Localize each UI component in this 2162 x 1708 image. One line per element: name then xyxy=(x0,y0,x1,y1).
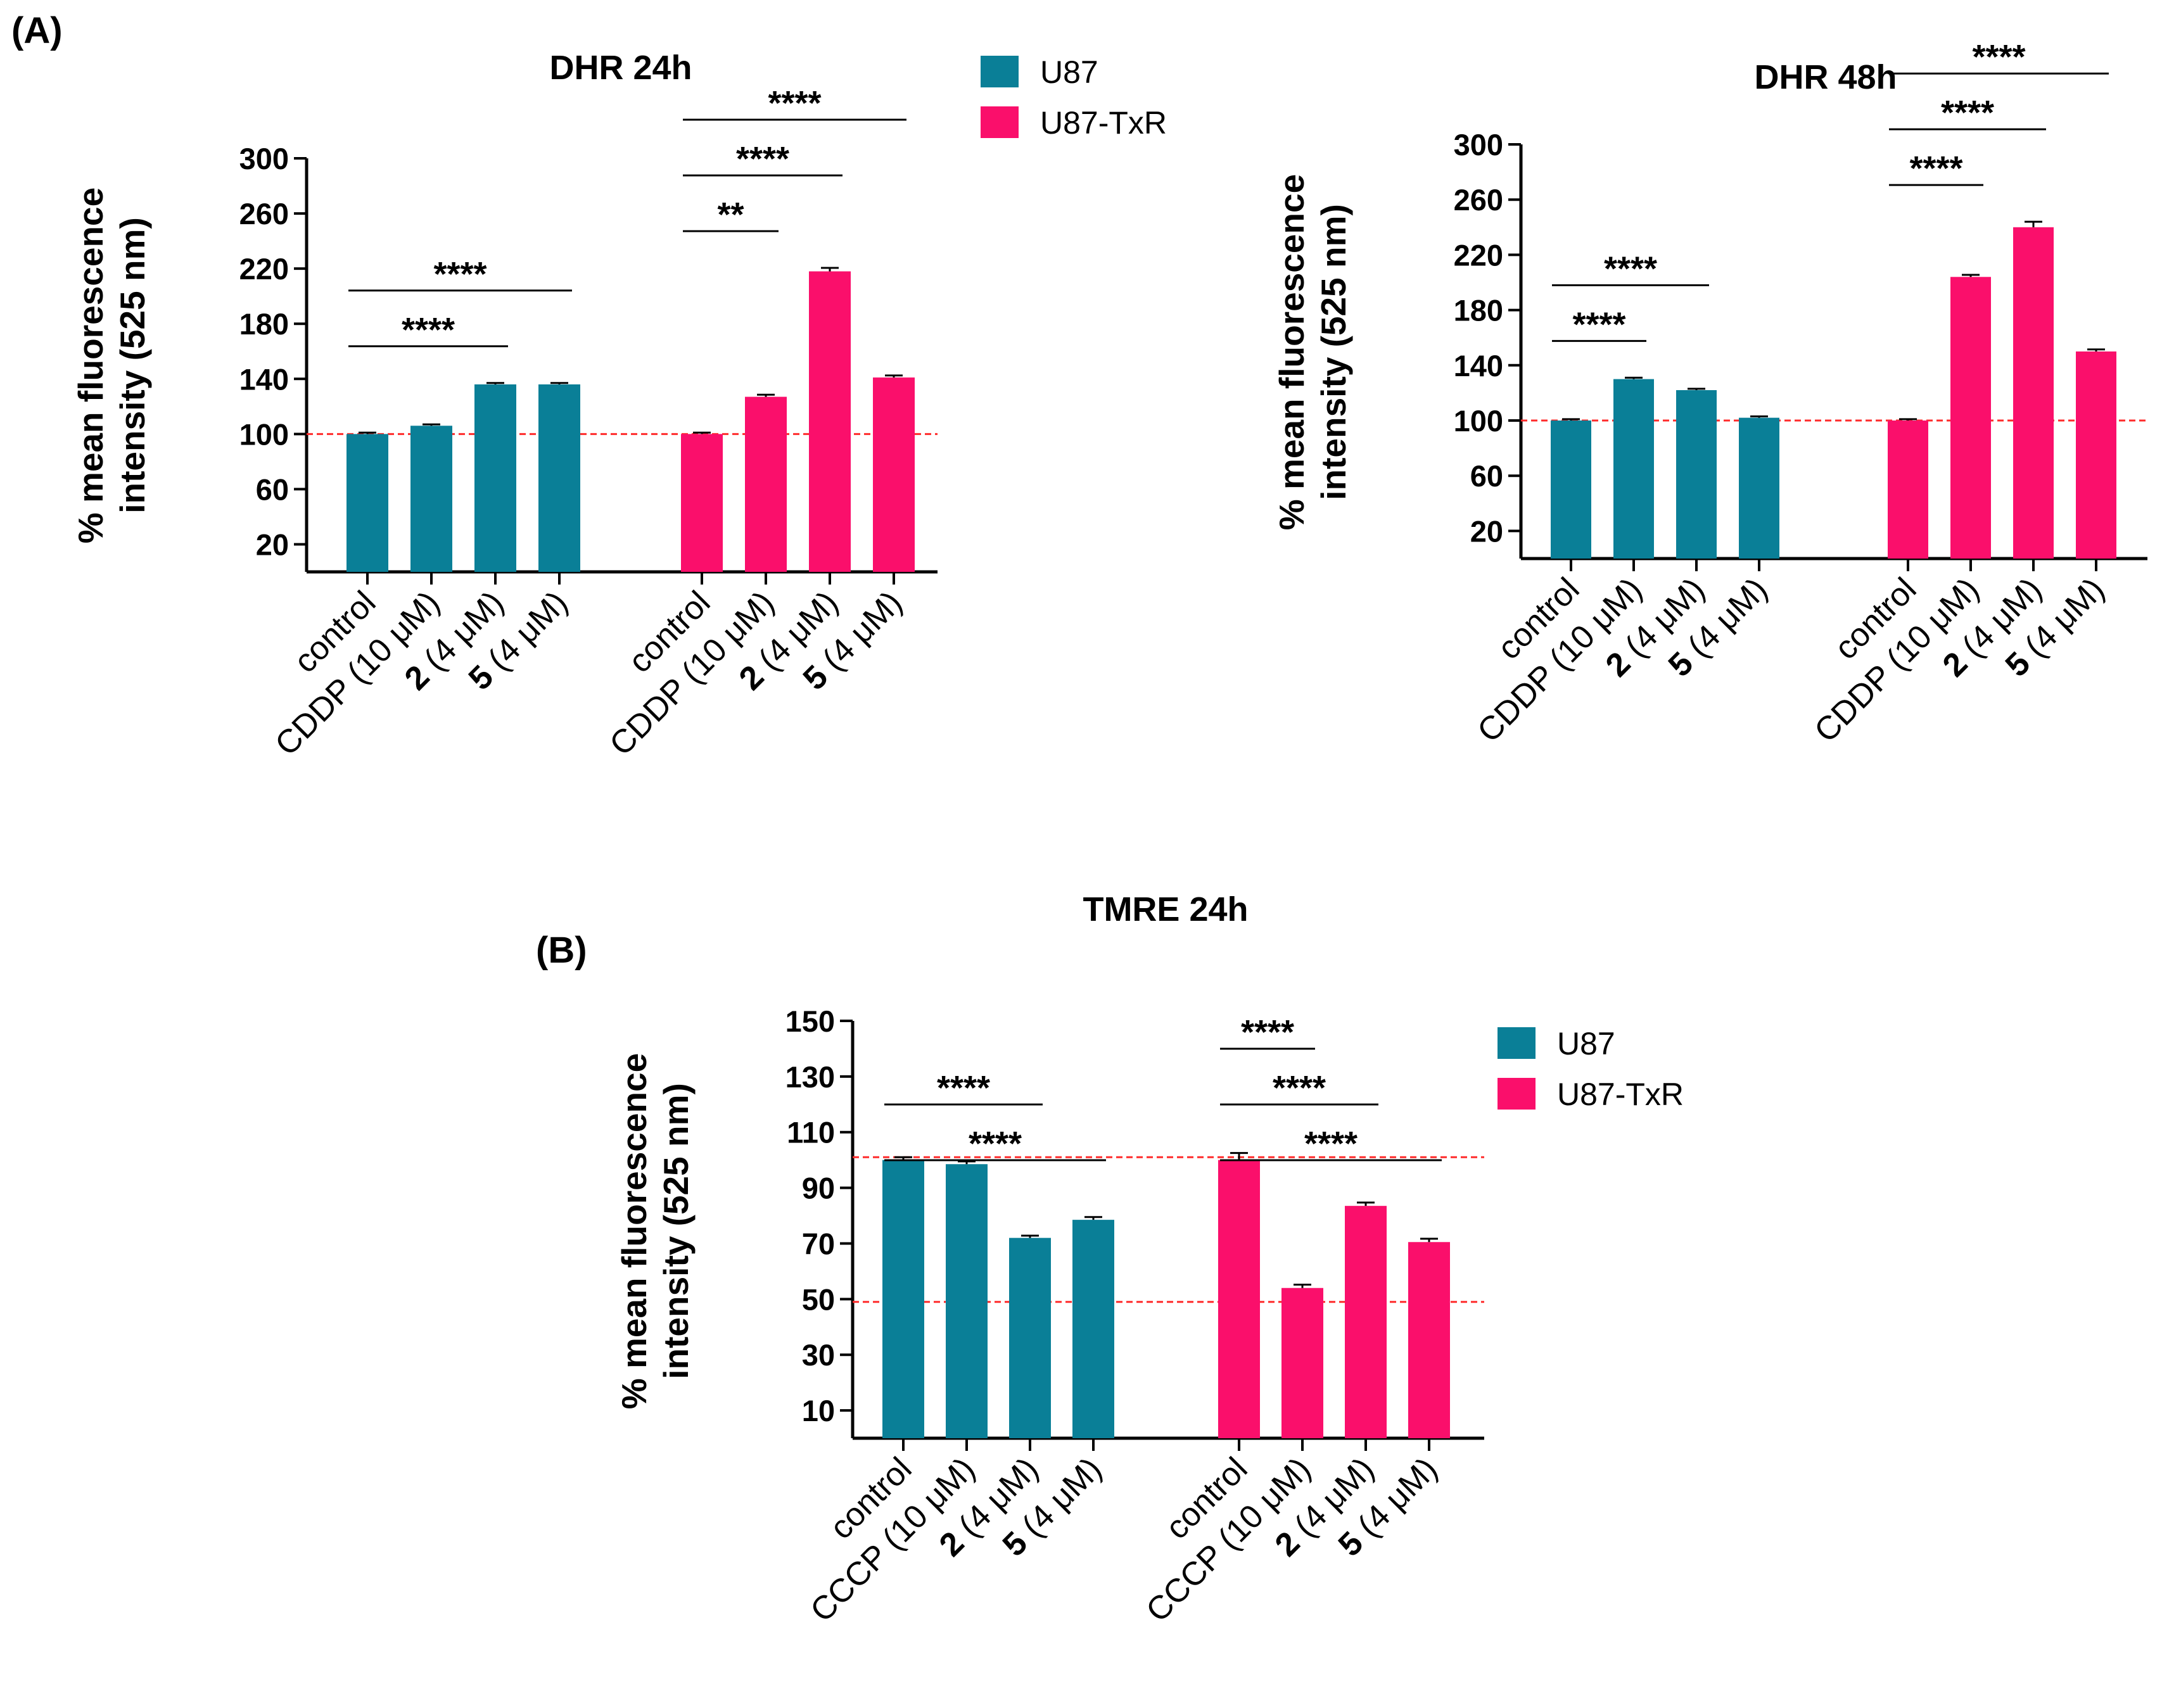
bar xyxy=(2013,227,2054,559)
y-tick-label: 220 xyxy=(1454,238,1503,272)
significance-label: **** xyxy=(1273,1069,1326,1107)
bar xyxy=(1613,379,1654,559)
panel-b-label: (B) xyxy=(536,930,587,971)
bar xyxy=(538,384,580,572)
y-axis-label-line: % mean fluorescence xyxy=(71,187,110,543)
legend-b-swatch-u87 xyxy=(1498,1027,1536,1059)
y-axis-label: % mean fluorescenceintensity (525 nm) xyxy=(614,1053,696,1409)
bar xyxy=(1408,1242,1450,1438)
y-axis-label: % mean fluorescenceintensity (525 nm) xyxy=(1272,174,1353,530)
legend-b: U87 U87-TxR xyxy=(1498,1026,1684,1112)
y-tick-label: 60 xyxy=(1470,459,1503,493)
y-tick-label: 260 xyxy=(239,197,289,231)
y-tick-label: 180 xyxy=(239,307,289,341)
significance-label: **** xyxy=(969,1125,1022,1163)
legend-a-label-u87-txr: U87-TxR xyxy=(1040,105,1167,141)
bar xyxy=(1888,421,1928,559)
significance-label: **** xyxy=(1604,250,1657,288)
y-tick-label: 180 xyxy=(1454,294,1503,327)
legend-b-label-u87-txr: U87-TxR xyxy=(1557,1077,1684,1112)
bar xyxy=(1950,277,1991,559)
significance-label: **** xyxy=(1941,94,1994,132)
bar xyxy=(809,271,851,572)
y-axis-label: % mean fluorescenceintensity (525 nm) xyxy=(71,187,152,543)
y-tick-label: 100 xyxy=(1454,404,1503,438)
bar xyxy=(347,434,388,572)
bar xyxy=(1551,421,1591,559)
y-tick-label: 220 xyxy=(239,252,289,286)
y-tick-label: 150 xyxy=(785,1004,835,1038)
legend-a-swatch-u87-txr xyxy=(981,106,1019,138)
significance-label: **** xyxy=(1304,1125,1358,1163)
y-axis-label-line: intensity (525 nm) xyxy=(656,1083,696,1379)
y-tick-label: 90 xyxy=(802,1172,835,1205)
significance-label: **** xyxy=(1241,1013,1294,1051)
chart-title: TMRE 24h xyxy=(1083,890,1248,928)
bar xyxy=(474,384,516,572)
legend-a-swatch-u87 xyxy=(981,56,1019,87)
legend-a-label-u87: U87 xyxy=(1040,54,1098,90)
bar xyxy=(1345,1206,1387,1438)
chart-title: DHR 48h xyxy=(1754,58,1897,96)
y-axis-label-line: % mean fluorescence xyxy=(614,1053,654,1409)
y-axis-label-line: intensity (525 nm) xyxy=(113,217,152,514)
y-tick-label: 110 xyxy=(787,1116,835,1149)
y-tick-label: 260 xyxy=(1454,183,1503,217)
y-tick-label: 130 xyxy=(785,1060,835,1094)
bar xyxy=(873,377,915,572)
y-tick-label: 70 xyxy=(802,1227,835,1260)
y-tick-label: 140 xyxy=(239,362,289,396)
bar xyxy=(1009,1237,1051,1438)
bar xyxy=(681,434,723,572)
legend-b-swatch-u87-txr xyxy=(1498,1078,1536,1110)
y-tick-label: 20 xyxy=(1470,514,1503,548)
y-axis-label-line: % mean fluorescence xyxy=(1272,174,1311,530)
significance-label: ** xyxy=(717,196,744,234)
chart-tmre-24h: TMRE 24h % mean fluorescenceintensity (52… xyxy=(614,890,1484,1629)
y-tick-label: 140 xyxy=(1454,349,1503,383)
panel-a-label: (A) xyxy=(11,10,63,51)
y-tick-label: 100 xyxy=(239,417,289,451)
y-tick-label: 20 xyxy=(256,528,289,561)
bar xyxy=(946,1164,988,1438)
bar xyxy=(1676,390,1717,559)
bar xyxy=(1072,1220,1114,1438)
chart-title: DHR 24h xyxy=(549,49,692,87)
significance-label: **** xyxy=(937,1069,990,1107)
y-axis-label-line: intensity (525 nm) xyxy=(1314,204,1353,500)
y-tick-label: 300 xyxy=(1454,128,1503,161)
bar xyxy=(1218,1160,1260,1438)
y-tick-label: 10 xyxy=(802,1394,835,1427)
significance-label: **** xyxy=(1972,38,2025,76)
significance-label: **** xyxy=(402,311,455,349)
y-tick-label: 300 xyxy=(239,142,289,175)
y-tick-label: 30 xyxy=(802,1338,835,1372)
bar xyxy=(1281,1287,1323,1438)
bar xyxy=(2076,351,2116,559)
y-tick-label: 60 xyxy=(256,472,289,506)
bar xyxy=(745,396,787,572)
bar xyxy=(1739,417,1779,559)
significance-label: **** xyxy=(433,255,486,293)
chart-dhr-48h: DHR 48h % mean fluorescenceintensity (525… xyxy=(1272,38,2147,750)
bar xyxy=(410,426,452,572)
legend-b-label-u87: U87 xyxy=(1557,1026,1615,1061)
chart-dhr-24h: DHR 24h % mean fluorescenceintensity (525… xyxy=(71,49,938,763)
bar xyxy=(882,1160,924,1438)
legend-a: U87 U87-TxR xyxy=(981,54,1167,141)
significance-label: **** xyxy=(736,140,789,178)
significance-label: **** xyxy=(1909,149,1962,187)
significance-label: **** xyxy=(768,84,821,122)
significance-label: **** xyxy=(1572,305,1625,343)
y-tick-label: 50 xyxy=(802,1282,835,1316)
